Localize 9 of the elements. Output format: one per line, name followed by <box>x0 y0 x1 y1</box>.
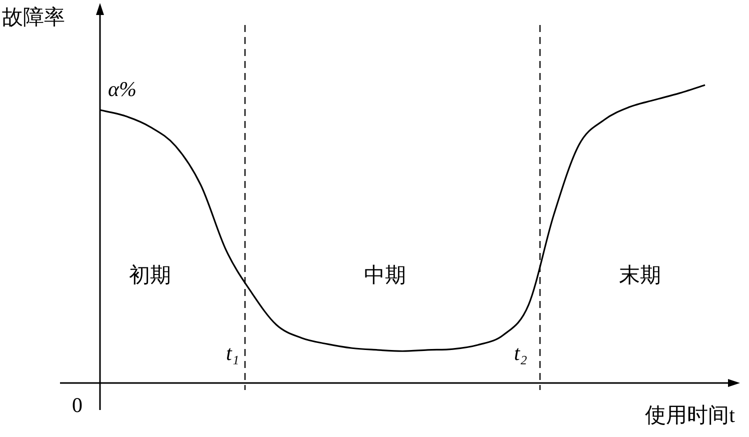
y-axis-title: 故障率 <box>2 5 65 29</box>
annotation: 初期 <box>129 263 171 287</box>
text: 0 <box>72 393 82 417</box>
annotation: t₁ <box>226 341 240 365</box>
annotation: t₂ <box>514 341 528 365</box>
annotation: α% <box>108 77 137 101</box>
annotation: 末期 <box>619 263 661 287</box>
x-axis-title: 使用时间t <box>645 403 736 427</box>
annotation: 中期 <box>364 263 406 287</box>
